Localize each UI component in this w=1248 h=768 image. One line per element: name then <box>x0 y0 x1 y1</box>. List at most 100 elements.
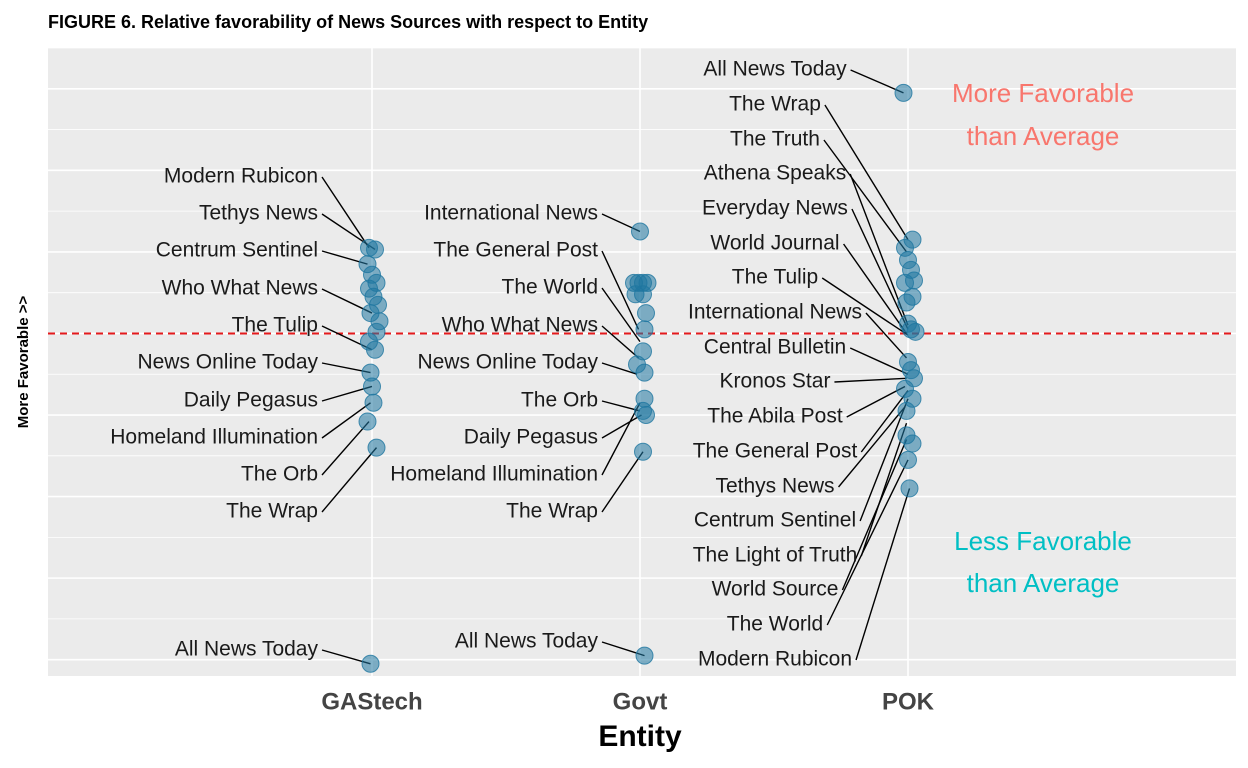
data-point <box>637 406 655 425</box>
point-label: All News Today <box>175 638 319 661</box>
point-label: Central Bulletin <box>704 336 846 359</box>
point-label: The Orb <box>521 389 598 412</box>
data-point <box>903 434 922 453</box>
leader-line <box>826 459 909 626</box>
leader-line <box>850 69 904 94</box>
leader-line <box>601 287 641 343</box>
point-label: The Tulip <box>732 266 818 289</box>
point-label: The Light of Truth <box>693 544 858 567</box>
data-point <box>635 646 654 665</box>
leader-line <box>846 385 906 418</box>
leader-line <box>859 398 909 522</box>
data-point <box>364 393 383 412</box>
leader-line <box>321 176 370 249</box>
point-label: Who What News <box>442 314 598 337</box>
leader-line <box>843 243 908 334</box>
point-label: The Wrap <box>729 93 821 116</box>
point-label: Modern Rubicon <box>164 165 318 188</box>
point-label: The General Post <box>693 440 858 463</box>
y-axis-label: More Favorable >> <box>15 295 32 428</box>
point-label: Kronos Star <box>720 370 831 393</box>
leader-line <box>837 406 906 488</box>
point-label: Homeland Illumination <box>390 463 598 486</box>
data-point <box>634 285 652 304</box>
point-label: Centrum Sentinel <box>156 239 318 262</box>
point-label: Tethys News <box>715 475 834 498</box>
point-label: Modern Rubicon <box>698 648 852 671</box>
point-label: Who What News <box>162 277 318 300</box>
leader-line <box>601 414 642 439</box>
point-label: World Source <box>712 578 839 601</box>
x-tick-label: GAStech <box>321 688 422 715</box>
point-label: All News Today <box>703 58 847 81</box>
data-point <box>637 304 655 323</box>
point-label: The Orb <box>241 463 318 486</box>
leader-line <box>601 400 641 412</box>
leader-line <box>601 451 644 513</box>
data-point <box>635 363 654 382</box>
point-label: Tethys News <box>199 202 318 225</box>
leader-line <box>601 402 641 476</box>
data-point <box>366 240 384 259</box>
point-labels: Modern Rubicon Tethys News Centrum Sentine… <box>110 58 862 671</box>
leader-line <box>601 362 638 375</box>
x-tick-labels: GAStech Govt POK <box>321 688 934 715</box>
data-point <box>634 442 652 461</box>
data-point <box>897 401 916 420</box>
data-point <box>363 377 381 396</box>
data-points <box>358 83 925 673</box>
data-point <box>631 222 649 241</box>
data-point <box>896 273 914 292</box>
annotation-less-favorable: than Average <box>967 568 1120 598</box>
point-label: The World <box>727 613 823 636</box>
data-point <box>367 438 386 457</box>
point-label: The Truth <box>730 128 820 151</box>
point-label: Everyday News <box>702 197 848 220</box>
point-label: The Abila Post <box>707 405 843 428</box>
leader-line <box>834 377 907 383</box>
point-label: All News Today <box>455 630 599 653</box>
leader-line <box>860 422 908 557</box>
chart-title: FIGURE 6. Relative favorability of News … <box>48 12 649 32</box>
annotation-more-favorable: More Favorable <box>952 78 1134 108</box>
point-label: Daily Pegasus <box>464 426 598 449</box>
point-label: News Online Today <box>137 351 318 374</box>
x-axis-label: Entity <box>598 720 682 753</box>
data-point <box>366 340 384 359</box>
x-tick-label: POK <box>882 688 935 715</box>
point-label: World Journal <box>710 232 839 255</box>
x-tick-label: Govt <box>613 688 668 715</box>
data-point <box>900 479 919 498</box>
point-label: The General Post <box>433 239 598 262</box>
leader-line <box>821 277 909 336</box>
leader-line <box>601 250 640 330</box>
point-label: International News <box>424 202 598 225</box>
annotations: More Favorable than Average Less Favorable… <box>952 78 1134 598</box>
leader-line <box>321 402 371 439</box>
leader-line <box>855 488 911 661</box>
point-label: The Wrap <box>506 500 598 523</box>
leader-line <box>851 208 909 330</box>
point-label: The Tulip <box>232 314 318 337</box>
data-point <box>897 293 916 312</box>
data-point <box>358 412 377 431</box>
data-point <box>899 450 917 469</box>
leader-line <box>823 139 908 253</box>
point-label: The Wrap <box>226 500 318 523</box>
point-label: International News <box>688 301 862 324</box>
leader-line <box>860 390 909 453</box>
point-label: Daily Pegasus <box>184 389 318 412</box>
leader-line <box>865 312 908 359</box>
point-label: Centrum Sentinel <box>694 509 856 532</box>
annotation-more-favorable: than Average <box>967 121 1120 151</box>
leader-line <box>321 421 370 476</box>
leader-line <box>824 104 909 241</box>
data-point <box>635 320 654 339</box>
point-label: Athena Speaks <box>704 162 846 185</box>
point-label: Homeland Illumination <box>110 426 318 449</box>
point-label: The World <box>502 276 598 299</box>
annotation-less-favorable: Less Favorable <box>954 526 1132 556</box>
leader-line <box>601 325 639 359</box>
data-point <box>894 83 913 102</box>
